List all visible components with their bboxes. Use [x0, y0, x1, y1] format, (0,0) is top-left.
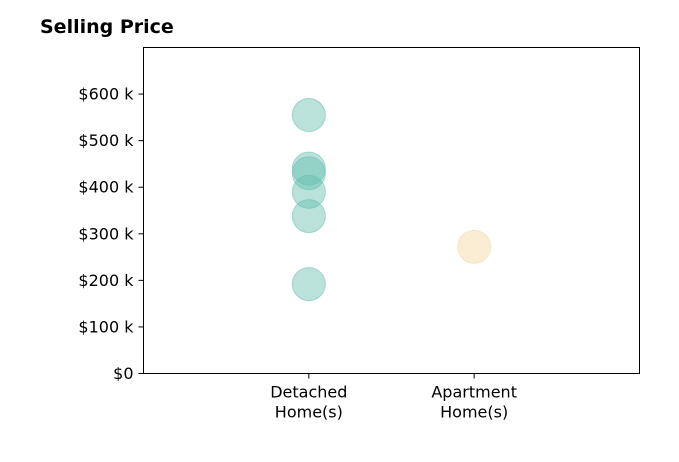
data-point — [291, 174, 326, 209]
y-tick-label: $100 k — [78, 317, 134, 336]
data-point — [291, 199, 326, 234]
x-tick-label: Detached Home(s) — [270, 383, 347, 422]
chart-title: Selling Price — [40, 16, 174, 38]
y-tick-label: $200 k — [78, 271, 134, 290]
x-tick-label: Apartment Home(s) — [431, 383, 517, 422]
data-point — [291, 156, 326, 191]
points-layer — [291, 98, 492, 302]
y-axis: $0 $100 k $200 k $300 k $400 k $500 k $600 k — [78, 85, 144, 383]
y-tick-label: $500 k — [78, 131, 134, 150]
y-tick-label: $400 k — [78, 178, 134, 197]
plot-frame — [143, 47, 640, 374]
y-tick-label: $300 k — [78, 224, 134, 243]
data-point — [291, 151, 326, 186]
y-tick-label: $0 — [113, 364, 133, 383]
data-point — [291, 267, 326, 302]
data-point — [457, 229, 492, 264]
data-point — [291, 98, 326, 133]
y-tick-label: $600 k — [78, 85, 134, 104]
x-axis: Detached Home(s) Apartment Home(s) — [270, 373, 517, 422]
